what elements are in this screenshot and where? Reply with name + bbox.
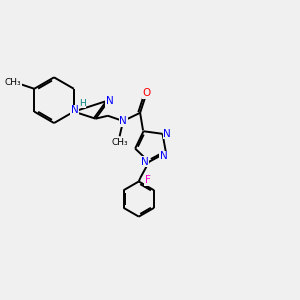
Text: N: N bbox=[163, 129, 171, 139]
Text: F: F bbox=[145, 175, 151, 185]
Text: N: N bbox=[70, 105, 78, 116]
Text: CH₃: CH₃ bbox=[111, 138, 128, 147]
Text: O: O bbox=[143, 88, 151, 98]
Text: N: N bbox=[119, 116, 127, 126]
Text: N: N bbox=[160, 151, 167, 161]
Text: N: N bbox=[141, 157, 148, 167]
Text: H: H bbox=[79, 99, 86, 108]
Text: N: N bbox=[106, 96, 113, 106]
Text: CH₃: CH₃ bbox=[4, 78, 21, 87]
